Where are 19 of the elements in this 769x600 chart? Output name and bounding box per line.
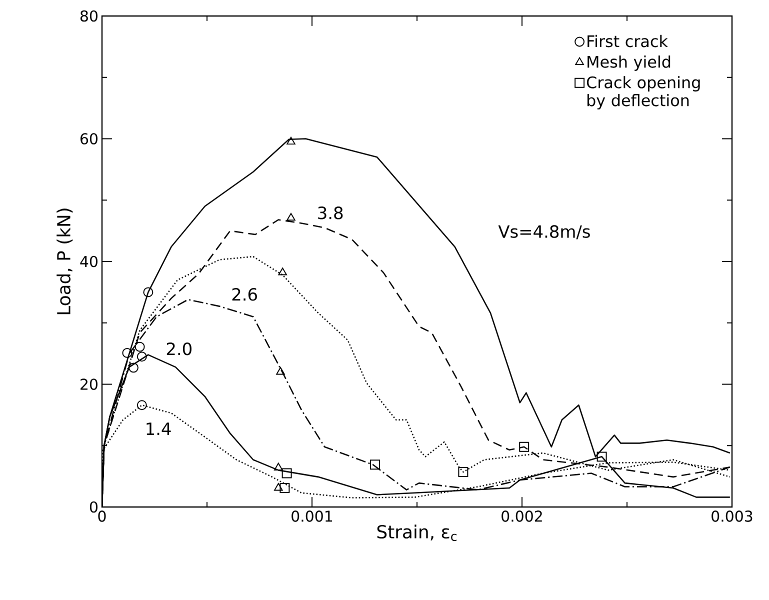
series-label: 1.4: [146, 422, 171, 435]
y-tick-label: 40: [80, 256, 98, 268]
y-tick-label: 0: [90, 501, 98, 513]
legend-label: First crack: [588, 34, 668, 48]
x-tick-label: 0.001: [292, 510, 332, 522]
legend-label: Crack opening by deflection: [586, 76, 700, 110]
x-tick-label: 0.003: [712, 510, 752, 522]
x-tick-label: 0: [98, 510, 106, 522]
x-axis-title: Strain, ε$_{c}$: [377, 524, 457, 542]
legend-label: Mesh yield: [588, 55, 670, 71]
y-tick-label: 80: [80, 10, 98, 22]
text: Vs=4.8m/s: [498, 225, 590, 240]
series-label: 2.0: [166, 342, 192, 356]
x-tick-label: 0.002: [502, 510, 542, 522]
y-tick-label: 60: [80, 133, 98, 144]
y-tick-label: 20: [80, 378, 98, 390]
y-axis-title: Load, P (kN): [56, 208, 73, 314]
series-label: 2.6: [232, 288, 257, 301]
series-label: 3.8: [318, 206, 343, 220]
